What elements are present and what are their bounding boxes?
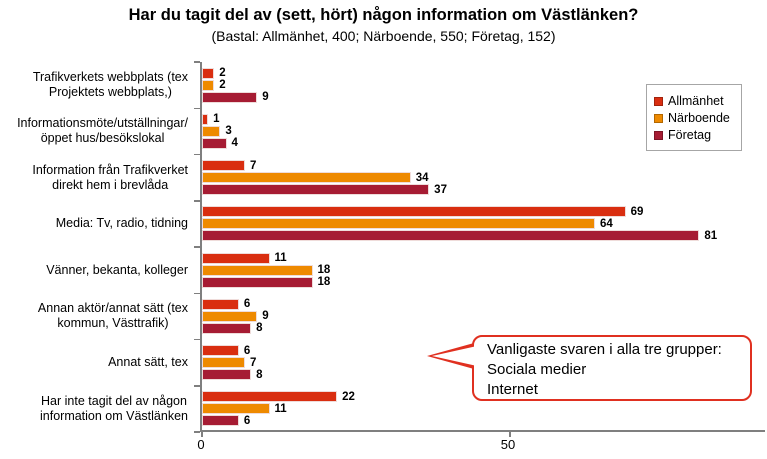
callout-line: Sociala medier [487,361,587,378]
bar [202,276,313,288]
bar-value-label: 2 [219,67,226,79]
bar-value-label: 6 [243,298,251,311]
legend-item: Allmänhet [654,94,730,108]
bar-value-label: 22 [342,390,355,403]
bar-value-label: 8 [256,368,263,381]
category-axis-labels: Trafikverkets webbplats (tex Projektets w… [0,62,195,432]
bar [202,218,595,230]
legend: Allmänhet Närboende Företag [646,84,742,151]
y-axis-tick [194,292,200,294]
legend-swatch-icon [654,113,663,123]
bar [202,357,245,368]
category-label: Vänner, bekanta, kolleger [46,262,188,277]
y-axis-tick [194,200,200,202]
bar-value-label: 81 [704,229,718,242]
bar [202,369,252,380]
bar-value-label: 2 [219,79,226,91]
y-axis-tick [194,153,200,156]
bar-value-label: 34 [415,171,429,184]
callout-line: Internet [487,381,538,398]
bar-value-label: 4 [231,137,238,150]
category-label: Har inte tagit del av någon information o… [40,393,188,423]
bar [202,391,338,403]
bar [202,206,626,218]
bar-value-label: 9 [262,310,269,323]
legend-label: Närboende [668,111,730,125]
bar [202,184,430,195]
callout-bubble: Vanligaste svaren i alla tre grupper: Soc… [427,335,752,401]
bar [202,345,239,356]
callout-line: Vanligaste svaren i alla tre grupper: [487,341,722,358]
bar [202,403,270,415]
bar-value-label: 8 [256,322,263,335]
category-label: Information från Trafikverket direkt hem … [32,162,188,192]
legend-swatch-icon [654,130,663,140]
x-axis-label: 50 [500,437,516,452]
y-axis-tick [194,107,200,109]
bar-value-label: 1 [213,113,220,126]
y-axis-tick [194,338,200,341]
category-label: Annan aktör/annat sätt (tex kommun, Västt… [37,301,188,331]
bar [202,415,239,427]
bar [202,298,239,310]
x-axis-label: 0 [197,437,205,452]
y-axis-tick [194,431,200,433]
bar-value-label: 37 [434,183,447,196]
bar-value-label: 64 [599,217,613,230]
x-axis-tick [201,432,203,437]
chart-title: Har du tagit del av (sett, hört) någon i… [128,6,639,24]
bar-value-label: 7 [249,159,257,172]
bar-value-label: 9 [262,91,269,103]
bar-value-label: 6 [243,344,251,357]
bar [202,160,245,171]
bar [202,79,215,91]
bar-value-label: 7 [249,356,257,369]
bar [202,310,258,322]
bar [202,91,258,103]
bar-value-label: 18 [317,276,331,288]
chart-subtitle: (Bastal: Allmänhet, 400; Närboende, 550;… [211,28,556,44]
bar-value-label: 18 [317,264,331,276]
legend-swatch-icon [654,96,663,106]
bar [202,137,227,149]
bar-value-label: 6 [243,414,251,427]
legend-label: Allmänhet [668,94,724,108]
bar [202,322,252,334]
plot-area: 2 2 9 1 3 4 7 34 37 69 64 81 11 18 18 6 9 8 6 7 8 22 11 6 [194,61,765,437]
y-axis-tick [194,246,200,248]
bar [202,113,209,125]
callout-tail-icon [432,346,477,366]
bar-value-label: 11 [274,252,287,264]
legend-item: Närboende [654,111,730,125]
bar-value-label: 69 [630,205,644,218]
y-axis-tick [194,61,200,63]
bar-value-label: 3 [225,125,232,138]
x-axis-tick [509,432,511,437]
category-label: Media: Tv, radio, tidning [55,216,188,231]
bar [202,172,411,183]
bar-value-label: 11 [274,402,287,415]
callout-text: Vanligaste svaren i alla tre grupper: Soc… [474,337,750,400]
bar [202,125,221,137]
category-label: Trafikverkets webbplats (tex Projektets w… [32,70,188,100]
legend-item: Företag [654,128,730,142]
bar [202,67,215,79]
bar [202,230,700,242]
category-label: Annat sätt, tex [108,355,188,370]
category-label: Informationsmöte/utställningar/öppet hus… [17,116,188,146]
bar [202,252,270,264]
legend-label: Företag [668,128,712,142]
y-axis-tick [194,385,200,387]
bar [202,264,313,276]
